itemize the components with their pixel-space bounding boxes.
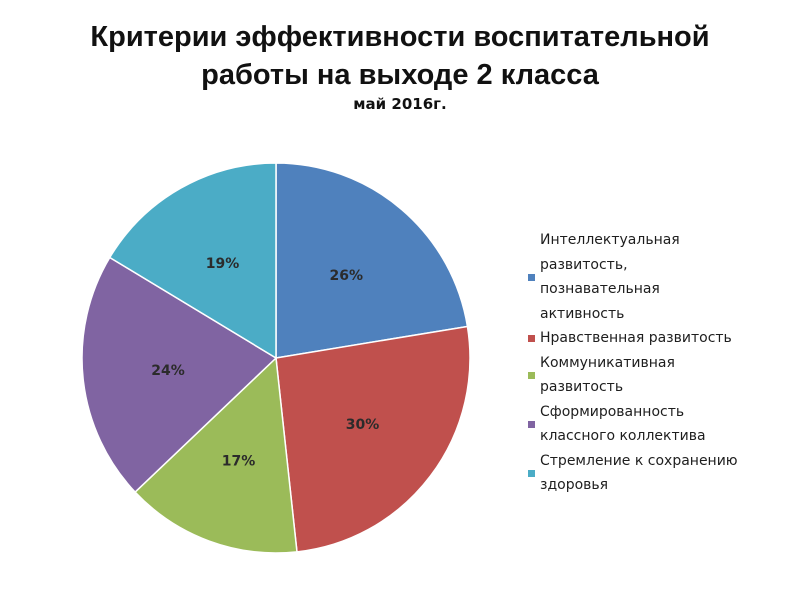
- legend-item-2: Коммуникативная развитость: [528, 351, 790, 400]
- chart-subtitle: май 2016г.: [353, 95, 447, 113]
- slice-label-2: 17%: [222, 454, 256, 470]
- legend-label-0-line-1: развитость,: [540, 256, 628, 273]
- legend-label-4-line-1: здоровья: [540, 477, 609, 493]
- legend-label-2-line-1: развитость: [540, 379, 624, 395]
- pie-slice-1: [275, 325, 471, 553]
- legend-item-4: Стремление к сохранению здоровья: [528, 449, 790, 498]
- slice-label-3: 24%: [151, 363, 185, 379]
- legend-label-4-line-0: Стремление к сохранению: [540, 452, 738, 469]
- pie-slice-0: [275, 162, 469, 359]
- pie-slice-4: [108, 162, 277, 360]
- chart-title-line-1: Критерии эффективности воспитательной: [90, 21, 710, 53]
- chart-title-line-2: работы на выходе 2 класса: [201, 59, 599, 91]
- legend-label-3-line-1: классного коллектива: [540, 428, 706, 444]
- legend-label-0-line-0: Интеллектуальная: [540, 232, 680, 248]
- legend-label-1-line-0: Нравственная развитость: [540, 330, 732, 346]
- legend-swatch-0: [528, 273, 535, 281]
- legend-label-3-line-0: Сформированность: [540, 403, 685, 420]
- legend-label-2-line-0: Коммуникативная: [540, 354, 675, 371]
- pie-labels: 26% 30% 17% 24% 19%: [151, 256, 379, 470]
- slice-label-1: 30%: [346, 417, 380, 433]
- pie-slice-3: [81, 256, 278, 494]
- slice-label-4: 19%: [206, 256, 240, 272]
- legend-swatch-1: [528, 334, 535, 342]
- legend-label-0-line-3: активность: [540, 305, 625, 322]
- pie-slices: [81, 162, 471, 554]
- legend-label-0-line-2: познавательная: [540, 281, 660, 297]
- legend-item-1: Нравственная развитость: [528, 326, 790, 351]
- legend-swatch-2: [528, 371, 535, 379]
- pie-slice-2: [134, 356, 298, 554]
- slice-label-0: 26%: [330, 268, 364, 284]
- legend: Интеллектуальная развитость, познавательна…: [528, 228, 790, 498]
- legend-item-3: Сформированность классного коллектива: [528, 400, 790, 449]
- chart-title: Критерии эффективности воспитательной ра…: [0, 18, 800, 94]
- legend-swatch-3: [528, 420, 535, 428]
- legend-item-0: Интеллектуальная развитость, познавательна…: [528, 228, 790, 326]
- legend-swatch-4: [528, 469, 535, 477]
